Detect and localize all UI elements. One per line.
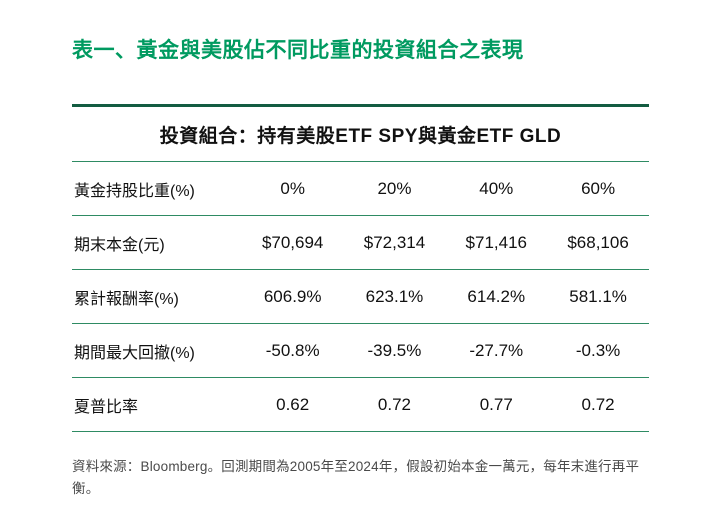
cell-value: 60% (547, 161, 649, 216)
cell-value: 0.62 (241, 377, 344, 432)
cell-value: -27.7% (445, 323, 548, 378)
source-note: 資料來源：Bloomberg。回測期間為2005年至2024年，假設初始本金一萬… (72, 459, 640, 497)
cell-value: 0.72 (343, 377, 446, 432)
table-row: 期間最大回撤(%) -50.8% -39.5% -27.7% -0.3% (72, 323, 649, 378)
cell-value: $71,416 (445, 215, 548, 270)
table-row: 夏普比率 0.62 0.72 0.77 0.72 (72, 377, 649, 432)
page-title: 表一、黃金與美股佔不同比重的投資組合之表現 (72, 39, 524, 62)
row-label: 期間最大回撤(%) (72, 323, 242, 378)
cell-value: $70,694 (241, 215, 344, 270)
row-label: 期末本金(元) (72, 215, 242, 270)
table-header: 投資組合：持有美股ETF SPY與黃金ETF GLD (72, 105, 649, 162)
cell-value: $72,314 (343, 215, 446, 270)
cell-value: -0.3% (547, 323, 649, 378)
cell-value: 623.1% (343, 269, 446, 324)
cell-value: 20% (343, 161, 446, 216)
row-label: 夏普比率 (72, 377, 242, 432)
performance-table: 投資組合：持有美股ETF SPY與黃金ETF GLD 黃金持股比重(%) 0% … (72, 104, 649, 432)
cell-value: -50.8% (241, 323, 344, 378)
cell-value: 0.72 (547, 377, 649, 432)
cell-value: 606.9% (241, 269, 344, 324)
cell-value: 581.1% (547, 269, 649, 324)
row-label: 黃金持股比重(%) (72, 161, 242, 216)
cell-value: 40% (445, 161, 548, 216)
cell-value: -39.5% (343, 323, 446, 378)
table-row: 黃金持股比重(%) 0% 20% 40% 60% (72, 161, 649, 216)
table-header-row: 投資組合：持有美股ETF SPY與黃金ETF GLD (72, 105, 649, 162)
cell-value: $68,106 (547, 215, 649, 270)
cell-value: 0% (241, 161, 344, 216)
cell-value: 0.77 (445, 377, 548, 432)
table-row: 累計報酬率(%) 606.9% 623.1% 614.2% 581.1% (72, 269, 649, 324)
document-page: 表一、黃金與美股佔不同比重的投資組合之表現 投資組合：持有美股ETF SPY與黃… (72, 39, 649, 497)
cell-value: 614.2% (445, 269, 548, 324)
table-row: 期末本金(元) $70,694 $72,314 $71,416 $68,106 (72, 215, 649, 270)
row-label: 累計報酬率(%) (72, 269, 242, 324)
